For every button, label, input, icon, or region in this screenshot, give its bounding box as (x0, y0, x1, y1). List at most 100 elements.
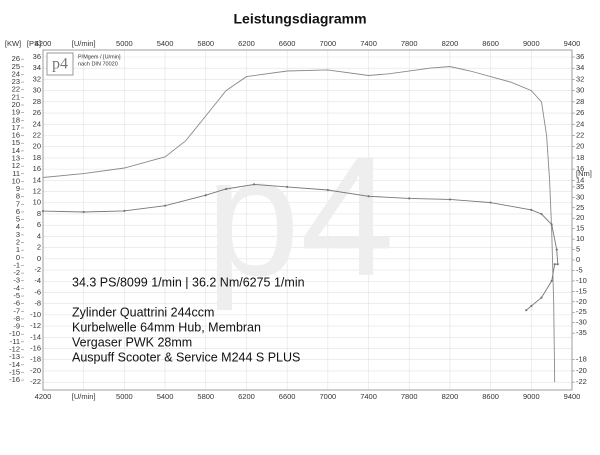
right-tick-label: -20 (576, 366, 587, 375)
kw-tick-label: 24 (12, 69, 20, 78)
y-tick-label: 10 (33, 198, 41, 207)
right-tick-label: 34 (576, 63, 584, 72)
kw-tick-label: -10 (9, 329, 20, 338)
point (540, 296, 543, 299)
kw-tick-label: 6 (16, 207, 20, 216)
y2-tick-label: -20 (576, 297, 587, 306)
kw-tick-label: 7 (16, 199, 20, 208)
kw-tick-label: 0 (16, 253, 20, 262)
y-tick-label: -20 (30, 366, 41, 375)
y2-tick-label: -5 (576, 265, 583, 274)
kw-tick-label: 13 (12, 153, 20, 162)
y2-tick-label: 10 (576, 234, 584, 243)
y-tick-label: 22 (33, 130, 41, 139)
kw-tick-label: 10 (12, 176, 20, 185)
right-tick-label: -18 (576, 355, 587, 364)
right-tick-label: 24 (576, 119, 584, 128)
kw-tick-label: 12 (12, 161, 20, 170)
kw-tick-label: -14 (9, 360, 20, 369)
x-tick-label: 7000 (320, 392, 337, 401)
y-tick-label: -22 (30, 377, 41, 386)
right-tick-label: 18 (576, 153, 584, 162)
kw-tick-label: -9 (13, 322, 20, 331)
x-tick-label: 9400 (564, 39, 581, 48)
y2-label: [Nm] (576, 169, 592, 178)
y2-tick-label: 15 (576, 224, 584, 233)
kw-tick-label: -8 (13, 314, 20, 323)
kw-tick-label: -7 (13, 306, 20, 315)
point (225, 187, 228, 191)
y-tick-label: 0 (37, 254, 41, 263)
logo: p4 (52, 56, 68, 73)
right-tick-label: 30 (576, 86, 584, 95)
y-tick-label: -8 (34, 299, 41, 308)
x-tick-label: 8600 (482, 392, 499, 401)
kw-label: [KW] (5, 39, 21, 48)
point (530, 304, 533, 308)
kw-tick-label: 2 (16, 238, 20, 247)
point (41, 210, 45, 213)
kw-tick-label: 1 (16, 245, 20, 254)
kw-tick-label: -15 (9, 367, 20, 376)
kw-tick-label: -12 (9, 344, 20, 353)
right-tick-label: 22 (576, 130, 584, 139)
kw-tick-label: -13 (9, 352, 20, 361)
x-tick-label: 6200 (238, 392, 255, 401)
point (540, 212, 543, 216)
kw-tick-label: 23 (12, 77, 20, 86)
y-tick-label: 16 (33, 164, 41, 173)
y2-tick-label: -30 (576, 318, 587, 327)
legend-line: P/Mgem / [U/min] (78, 54, 121, 60)
x-tick-label: 5800 (197, 39, 214, 48)
note: Kurbelwelle 64mm Hub, Membran (72, 320, 261, 334)
x-tick-label: 7800 (401, 392, 418, 401)
point (82, 210, 85, 214)
y2-tick-label: 20 (576, 213, 584, 222)
y-tick-label: -16 (30, 344, 41, 353)
x-tick-label: 7800 (401, 39, 418, 48)
x-tick-label: [U/min] (72, 39, 96, 48)
kw-tick-label: -5 (13, 291, 20, 300)
kw-tick-label: 21 (12, 92, 20, 101)
note: Vergaser PWK 28mm (72, 335, 192, 349)
y2-tick-label: -10 (576, 276, 587, 285)
x-tick-label: [U/min] (72, 392, 96, 401)
point (204, 194, 207, 197)
point (367, 195, 370, 198)
kw-tick-label: 17 (12, 123, 20, 132)
point (553, 263, 556, 266)
point (556, 263, 559, 266)
kw-tick-label: 25 (12, 62, 20, 71)
x-tick-label: 7400 (360, 392, 377, 401)
x-tick-label: 9000 (523, 39, 540, 48)
right-tick-label: 26 (576, 108, 584, 117)
x-tick-label: 8600 (482, 39, 499, 48)
kw-tick-label: -4 (13, 283, 20, 292)
point (489, 201, 492, 204)
watermark: p4 (205, 122, 394, 312)
y-tick-label: -2 (34, 265, 41, 274)
series-line (42, 66, 556, 383)
x-tick-label: 7400 (360, 39, 377, 48)
legend-line: nach DIN 70020 (78, 61, 118, 67)
kw-tick-label: 14 (12, 146, 20, 155)
y-tick-label: 30 (33, 86, 41, 95)
x-tick-label: 5000 (116, 392, 133, 401)
y2-tick-label: 0 (576, 255, 580, 264)
x-tick-label: 6600 (279, 39, 296, 48)
kw-tick-label: 5 (16, 215, 20, 224)
x-tick-label: 9400 (564, 392, 581, 401)
right-tick-label: 32 (576, 74, 584, 83)
x-tick-label: 6200 (238, 39, 255, 48)
logo-box (46, 52, 74, 76)
point (448, 198, 452, 201)
y-tick-label: -14 (30, 332, 41, 341)
kw-tick-label: 26 (12, 54, 20, 63)
point (530, 208, 533, 211)
point (123, 209, 126, 213)
y2-tick-label: 30 (576, 192, 584, 201)
x-tick-label: 5400 (157, 392, 174, 401)
kw-tick-label: 19 (12, 108, 20, 117)
y-tick-label: 36 (33, 52, 41, 61)
